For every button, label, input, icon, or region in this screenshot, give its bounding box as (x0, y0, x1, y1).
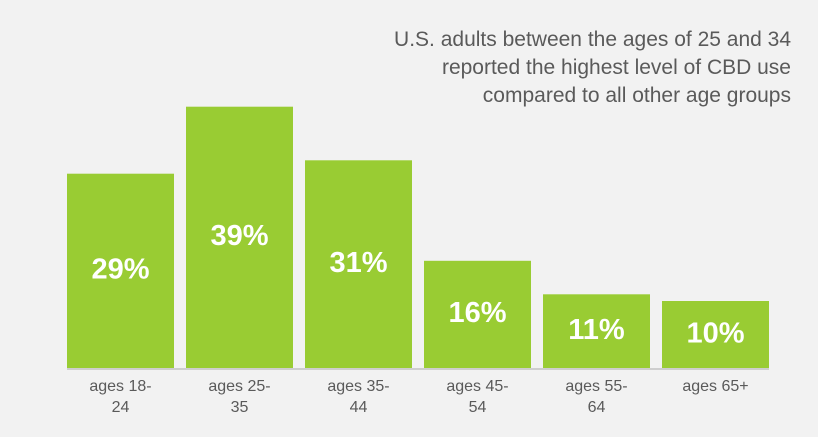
bar (305, 160, 412, 368)
x-tick-label: ages 45-54 (446, 378, 509, 416)
value-label: 16% (448, 297, 506, 329)
value-label: 31% (329, 247, 387, 279)
bar (424, 260, 531, 368)
x-tick-label: ages 18-24 (89, 378, 152, 416)
bar (662, 301, 769, 368)
x-tick-label: ages 25-35 (208, 378, 271, 416)
x-tick-label: ages 65+ (682, 378, 749, 395)
value-label: 39% (210, 220, 268, 252)
bar (543, 294, 650, 368)
bar (67, 173, 174, 368)
value-label: 11% (568, 314, 625, 346)
value-label: 29% (91, 254, 149, 286)
bar (186, 106, 293, 368)
chart-title: U.S. adults between the ages of 25 and 3… (394, 28, 791, 107)
value-label: 10% (686, 318, 744, 350)
x-tick-label: ages 35-44 (327, 378, 390, 416)
x-tick-label: ages 55-64 (565, 378, 628, 416)
